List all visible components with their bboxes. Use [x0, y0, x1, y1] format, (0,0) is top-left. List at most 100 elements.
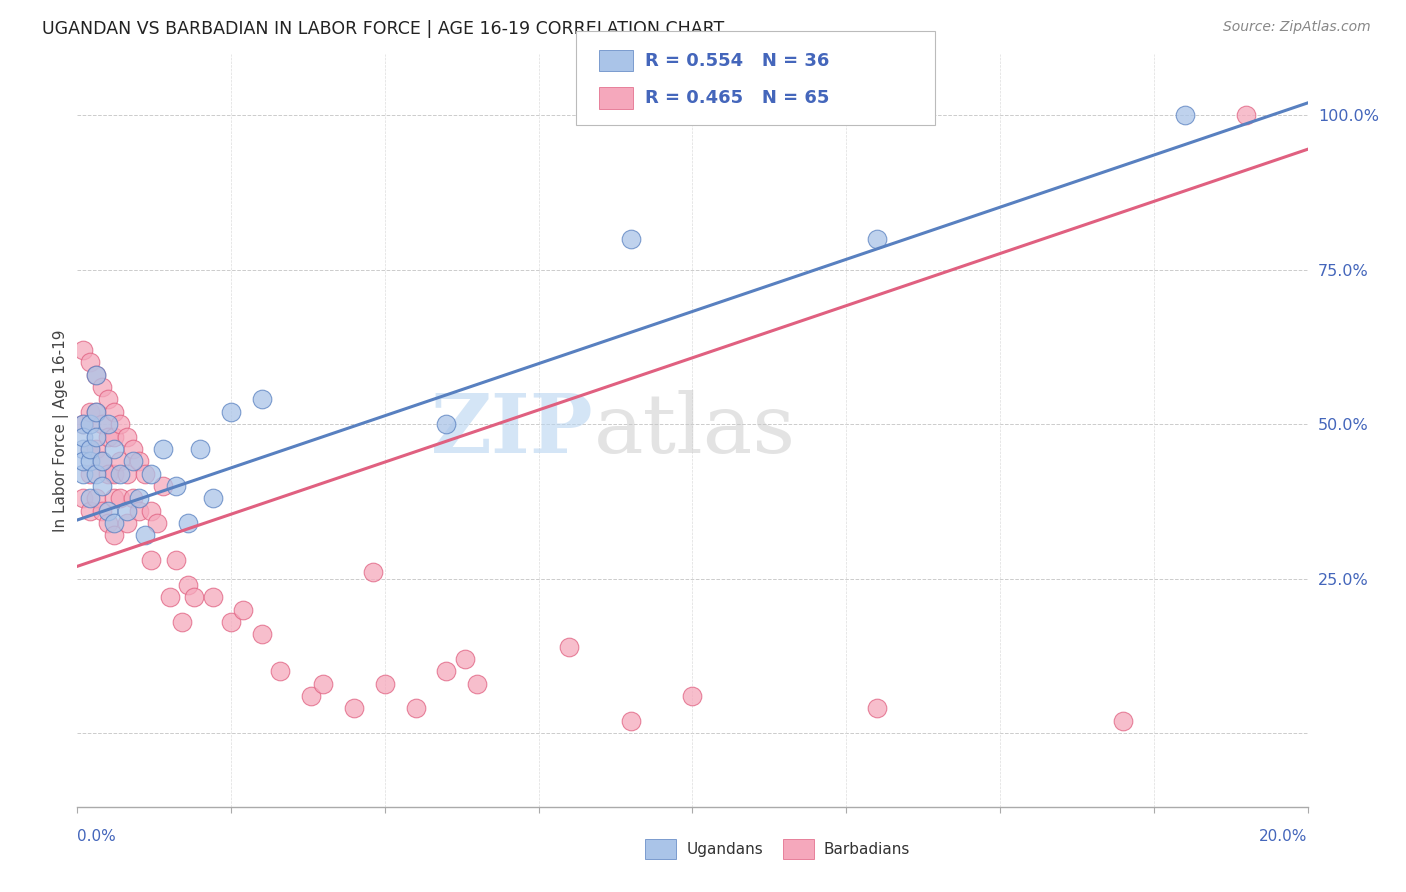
Point	[115, 504, 138, 518]
Point	[201, 591, 224, 605]
Point	[405, 701, 427, 715]
Point	[79, 442, 101, 456]
Point	[361, 566, 384, 580]
Point	[84, 429, 107, 443]
Point	[79, 504, 101, 518]
Point	[72, 467, 94, 481]
Point	[177, 516, 200, 530]
Point	[128, 454, 150, 468]
Point	[465, 676, 488, 690]
Point	[170, 615, 193, 629]
Point	[103, 516, 125, 530]
Point	[72, 343, 94, 357]
Point	[79, 405, 101, 419]
Point	[97, 429, 120, 443]
Point	[110, 467, 132, 481]
Point	[620, 232, 643, 246]
Point	[1234, 108, 1257, 122]
Point	[90, 504, 114, 518]
Point	[97, 504, 120, 518]
Point	[72, 417, 94, 432]
Point	[177, 578, 200, 592]
Point	[1174, 108, 1197, 122]
Point	[219, 615, 242, 629]
Y-axis label: In Labor Force | Age 16-19: In Labor Force | Age 16-19	[53, 329, 69, 532]
Text: ZIP: ZIP	[432, 391, 595, 470]
Point	[159, 591, 181, 605]
Point	[90, 417, 114, 432]
Point	[90, 454, 114, 468]
Point	[1112, 714, 1135, 728]
Point	[72, 417, 94, 432]
Point	[183, 591, 205, 605]
Point	[141, 504, 163, 518]
Point	[84, 442, 107, 456]
Point	[110, 417, 132, 432]
Point	[141, 467, 163, 481]
Point	[134, 528, 156, 542]
Point	[146, 516, 169, 530]
Point	[103, 528, 125, 542]
Point	[682, 689, 704, 703]
Point	[558, 640, 581, 654]
Point	[141, 553, 163, 567]
Point	[72, 429, 94, 443]
Point	[103, 429, 125, 443]
Point	[219, 405, 242, 419]
Text: UGANDAN VS BARBADIAN IN LABOR FORCE | AGE 16-19 CORRELATION CHART: UGANDAN VS BARBADIAN IN LABOR FORCE | AG…	[42, 20, 724, 37]
Point	[84, 405, 107, 419]
Point	[103, 467, 125, 481]
Point	[97, 467, 120, 481]
Point	[269, 665, 291, 679]
Point	[84, 368, 107, 382]
Point	[866, 701, 889, 715]
Point	[128, 504, 150, 518]
Point	[312, 676, 335, 690]
Point	[299, 689, 322, 703]
Text: 0.0%: 0.0%	[77, 830, 117, 844]
Point	[152, 442, 174, 456]
Point	[250, 627, 273, 641]
Text: R = 0.465   N = 65: R = 0.465 N = 65	[645, 89, 830, 107]
Text: 20.0%: 20.0%	[1260, 830, 1308, 844]
Point	[436, 417, 458, 432]
Point	[79, 454, 101, 468]
Point	[84, 491, 107, 506]
Point	[79, 417, 101, 432]
Point	[343, 701, 366, 715]
Point	[232, 602, 254, 616]
Point	[79, 355, 101, 369]
Point	[454, 652, 477, 666]
Text: Barbadians: Barbadians	[824, 842, 910, 856]
Point	[121, 454, 143, 468]
Point	[103, 405, 125, 419]
Text: Source: ZipAtlas.com: Source: ZipAtlas.com	[1223, 20, 1371, 34]
Point	[201, 491, 224, 506]
Text: atlas: atlas	[595, 391, 796, 470]
Point	[84, 405, 107, 419]
Point	[115, 429, 138, 443]
Point	[103, 491, 125, 506]
Point	[110, 491, 132, 506]
Point	[165, 479, 187, 493]
Point	[188, 442, 212, 456]
Point	[115, 516, 138, 530]
Point	[90, 454, 114, 468]
Point	[866, 232, 889, 246]
Point	[79, 467, 101, 481]
Text: Ugandans: Ugandans	[686, 842, 763, 856]
Point	[436, 665, 458, 679]
Point	[79, 442, 101, 456]
Point	[152, 479, 174, 493]
Point	[103, 442, 125, 456]
Point	[620, 714, 643, 728]
Point	[121, 491, 143, 506]
Point	[115, 467, 138, 481]
Point	[128, 491, 150, 506]
Point	[79, 491, 101, 506]
Text: R = 0.554   N = 36: R = 0.554 N = 36	[645, 52, 830, 70]
Point	[110, 454, 132, 468]
Point	[97, 417, 120, 432]
Point	[84, 467, 107, 481]
Point	[374, 676, 396, 690]
